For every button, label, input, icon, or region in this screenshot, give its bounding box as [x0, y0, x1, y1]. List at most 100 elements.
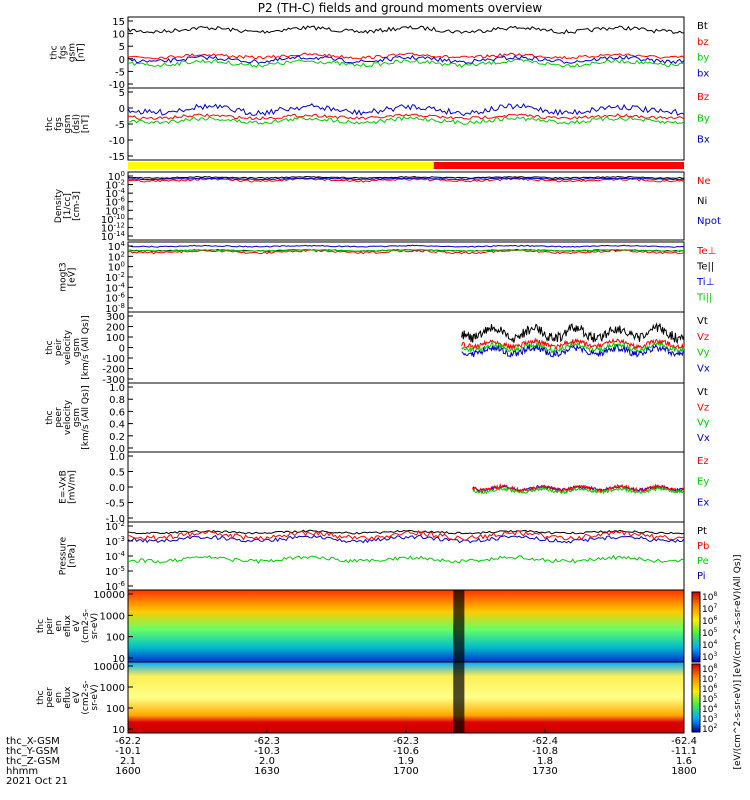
legend-Vz: Vz: [697, 402, 709, 413]
legend-bz: bz: [697, 37, 709, 48]
legend-Pb: Pb: [697, 541, 709, 552]
y-axis-label: thc: [36, 619, 46, 633]
series-line-1: [127, 113, 685, 121]
y-axis-label: eflux: [63, 614, 73, 637]
colorbar-tick: 107: [702, 673, 717, 685]
footer-row-label: thc_Y-GSM: [6, 746, 58, 757]
footer-value: 1.6: [676, 756, 692, 767]
y-tick-label: 15: [112, 17, 125, 28]
footer-value: 1730: [532, 766, 557, 777]
y-tick-label: 5: [119, 42, 125, 53]
y-axis-label: [eV]: [68, 268, 78, 287]
colorbar-tick: 105: [702, 627, 717, 639]
colorbar-tick: 105: [702, 693, 717, 705]
y-axis-label: E=-VxB: [59, 470, 69, 504]
y-axis-label: peir: [54, 338, 64, 356]
y-axis-label: fgs: [54, 117, 64, 131]
legend-Ti⊥: Ti⊥: [696, 277, 714, 288]
y-axis-label: eV: [72, 619, 82, 632]
y-axis-label: peir: [45, 617, 55, 635]
legend-Pt: Pt: [697, 526, 707, 537]
panel-fgs: 15 105 0-5 -10 thc fgs gsm [nT] Bt bz by bx: [50, 16, 709, 91]
legend-Vx: Vx: [697, 433, 710, 444]
legend-By: By: [697, 113, 710, 124]
legend-Te||: Te||: [696, 262, 714, 273]
footer: thc_X-GSM -62.2 -62.3 -62.3 -62.4 -62.4 thc_Y-…: [6, 729, 697, 787]
mode-bar-segment: [433, 162, 684, 169]
y-tick-label: 300: [106, 312, 125, 323]
colorbar-tick: 106: [702, 615, 717, 627]
panel-frame: [127, 382, 685, 453]
y-axis-label: sr-eV): [90, 684, 100, 710]
y-axis-label: gsm: [72, 338, 82, 357]
y-tick-label: 1.0: [109, 452, 125, 463]
y-tick-label: 100: [106, 333, 125, 344]
y-axis-label: thc: [50, 45, 60, 59]
mode-bar-segment: [128, 162, 434, 169]
colorbar: 108107106105104103108107106105104103102[…: [691, 554, 743, 770]
y-axis-label: Density: [54, 188, 64, 223]
y-tick-label: 10-4: [105, 550, 125, 563]
y-axis-label: mogt3: [59, 262, 69, 291]
y-tick-label: 0: [119, 55, 125, 66]
spectrogram-image: [128, 662, 684, 733]
y-tick-label: 0.6: [109, 407, 125, 418]
y-tick-label: 0: [119, 344, 125, 355]
y-tick-label: 0.8: [109, 395, 125, 406]
y-tick-label: -15: [109, 152, 125, 163]
footer-value: -10.1: [115, 746, 141, 757]
y-tick-label: 1000: [100, 611, 125, 622]
footer-value: -11.1: [671, 746, 697, 757]
legend-Ez: Ez: [697, 456, 709, 467]
y-tick-label: 10-10: [101, 213, 125, 226]
series-line-1: [127, 52, 685, 60]
y-tick-label: -5: [115, 67, 125, 78]
series-line-3: [127, 248, 685, 252]
figure-title: P2 (TH-C) fields and ground moments over…: [258, 1, 543, 15]
y-axis-label: Pressure: [59, 536, 69, 575]
footer-value: -62.4: [671, 736, 697, 747]
panel-ion_spec: 10000 1000 100 10 thc peir en eflux eV (cm2-s-sr-…: [36, 589, 685, 665]
footer-row-label: hhmm: [6, 766, 38, 777]
colorbar-top: [691, 591, 701, 663]
legend-Vz: Vz: [697, 332, 709, 343]
data-gap: [453, 590, 465, 662]
footer-value: -62.4: [532, 736, 558, 747]
y-tick-label: 5: [119, 88, 125, 99]
y-tick-label: -0.5: [105, 499, 125, 510]
legend-Pe: Pe: [697, 556, 709, 567]
y-tick-label: 10-12: [101, 221, 125, 234]
legend-Ey: Ey: [697, 477, 709, 488]
y-tick-label: 10-4: [105, 281, 125, 294]
y-axis-label: thc: [45, 117, 55, 131]
legend-Vx: Vx: [697, 363, 710, 374]
panel-efield: 1.0 0.5 0.0 -0.5 -1.0 E=-VxB [mV/m] Ez Ey Ex: [59, 451, 709, 525]
y-tick-label: 10-14: [101, 230, 126, 243]
panel-fgs_dsl: 5 0 -5 -10 -15 thc fgs gsm (dsl) [nT] Bz By Bx: [45, 87, 710, 163]
y-axis-label: fgs: [59, 45, 69, 59]
y-tick-label: -200: [102, 365, 125, 376]
y-tick-label: 0.0: [109, 483, 125, 494]
y-tick-label: 10-6: [105, 580, 125, 593]
legend-Bt: Bt: [697, 21, 708, 32]
legend-Npot: Npot: [697, 216, 721, 227]
y-axis-label: eflux: [63, 686, 73, 709]
y-tick-label: 10-5: [105, 565, 125, 578]
series-line-2: [127, 249, 685, 255]
y-axis-label: (dsl): [72, 114, 82, 134]
y-tick-label: 10000: [93, 590, 125, 601]
series-line-2: [127, 177, 685, 181]
y-tick-label: -10: [109, 136, 125, 147]
panel-ve: 1.00.80.6 0.40.20.0 thc peer velocity gsm [km/…: [45, 382, 710, 455]
y-tick-label: -1.0: [105, 514, 125, 525]
legend-Vt: Vt: [697, 316, 708, 327]
y-tick-label: 10-6: [105, 292, 125, 305]
y-axis-label: sr-eV): [90, 613, 100, 639]
y-axis-label: [nT]: [77, 43, 87, 61]
legend-Ne: Ne: [697, 176, 711, 187]
y-axis-label: en: [54, 692, 64, 703]
y-axis-label: velocity: [63, 399, 73, 435]
